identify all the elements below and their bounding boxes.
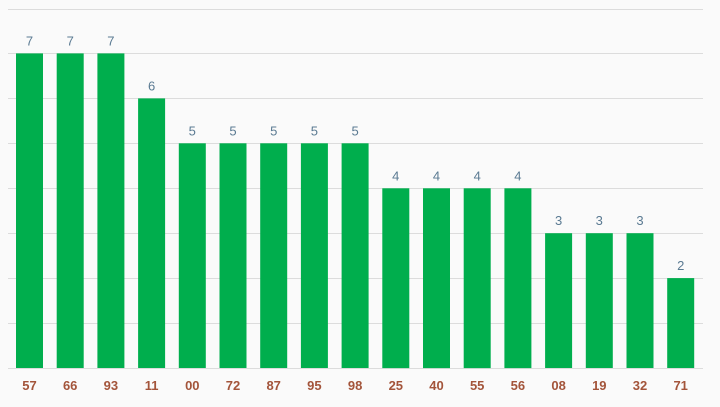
bar-55	[463, 188, 491, 369]
bar-57	[16, 53, 43, 369]
x-axis-tick-labels: 57 66 93 11 00 72 87 95 98 25 40 55 56 08 19 32 71	[22, 378, 688, 393]
data-label-57: 7	[26, 33, 33, 48]
x-tick-label-66: 66	[63, 378, 77, 393]
bar-72	[219, 143, 247, 368]
data-label-93: 7	[107, 33, 114, 48]
x-tick-label-57: 57	[22, 378, 36, 393]
data-label-71: 2	[677, 258, 684, 273]
bar-66	[56, 53, 84, 369]
bar-08	[545, 233, 573, 368]
x-tick-label-32: 32	[633, 378, 647, 393]
bar-71	[667, 278, 695, 368]
bar-98	[341, 143, 369, 368]
bar-95	[300, 143, 328, 368]
bar-93	[97, 53, 125, 369]
bars	[16, 53, 695, 369]
bar-87	[260, 143, 288, 368]
data-label-11: 6	[148, 78, 155, 93]
x-tick-label-11: 11	[145, 378, 159, 393]
bar-00	[178, 143, 206, 368]
data-label-08: 3	[555, 213, 562, 228]
x-tick-label-95: 95	[307, 378, 321, 393]
data-label-25: 4	[392, 168, 399, 183]
data-label-72: 5	[229, 123, 236, 138]
data-label-66: 7	[67, 33, 74, 48]
x-tick-label-00: 00	[185, 378, 199, 393]
data-label-00: 5	[189, 123, 196, 138]
x-tick-label-56: 56	[511, 378, 525, 393]
x-tick-label-87: 87	[266, 378, 280, 393]
data-label-32: 3	[636, 213, 643, 228]
bar-56	[504, 188, 532, 369]
bar-25	[382, 188, 410, 369]
x-tick-label-93: 93	[104, 378, 118, 393]
data-label-19: 3	[596, 213, 603, 228]
bar-40	[423, 188, 450, 369]
x-tick-label-72: 72	[226, 378, 240, 393]
x-tick-label-08: 08	[551, 378, 565, 393]
data-label-95: 5	[311, 123, 318, 138]
data-label-56: 4	[514, 168, 521, 183]
x-tick-label-71: 71	[673, 378, 687, 393]
x-tick-label-98: 98	[348, 378, 362, 393]
x-tick-label-25: 25	[389, 378, 403, 393]
data-label-40: 4	[433, 168, 440, 183]
data-label-98: 5	[351, 123, 358, 138]
bar-11	[138, 98, 166, 369]
x-tick-label-40: 40	[429, 378, 443, 393]
x-tick-label-55: 55	[470, 378, 484, 393]
x-tick-label-19: 19	[592, 378, 606, 393]
bar-19	[585, 233, 613, 368]
data-label-87: 5	[270, 123, 277, 138]
data-labels: 7 7 7 6 5 5 5 5 5 4 4 4 4 3 3 3 2	[26, 33, 684, 273]
data-label-55: 4	[474, 168, 481, 183]
bar-32	[626, 233, 654, 368]
